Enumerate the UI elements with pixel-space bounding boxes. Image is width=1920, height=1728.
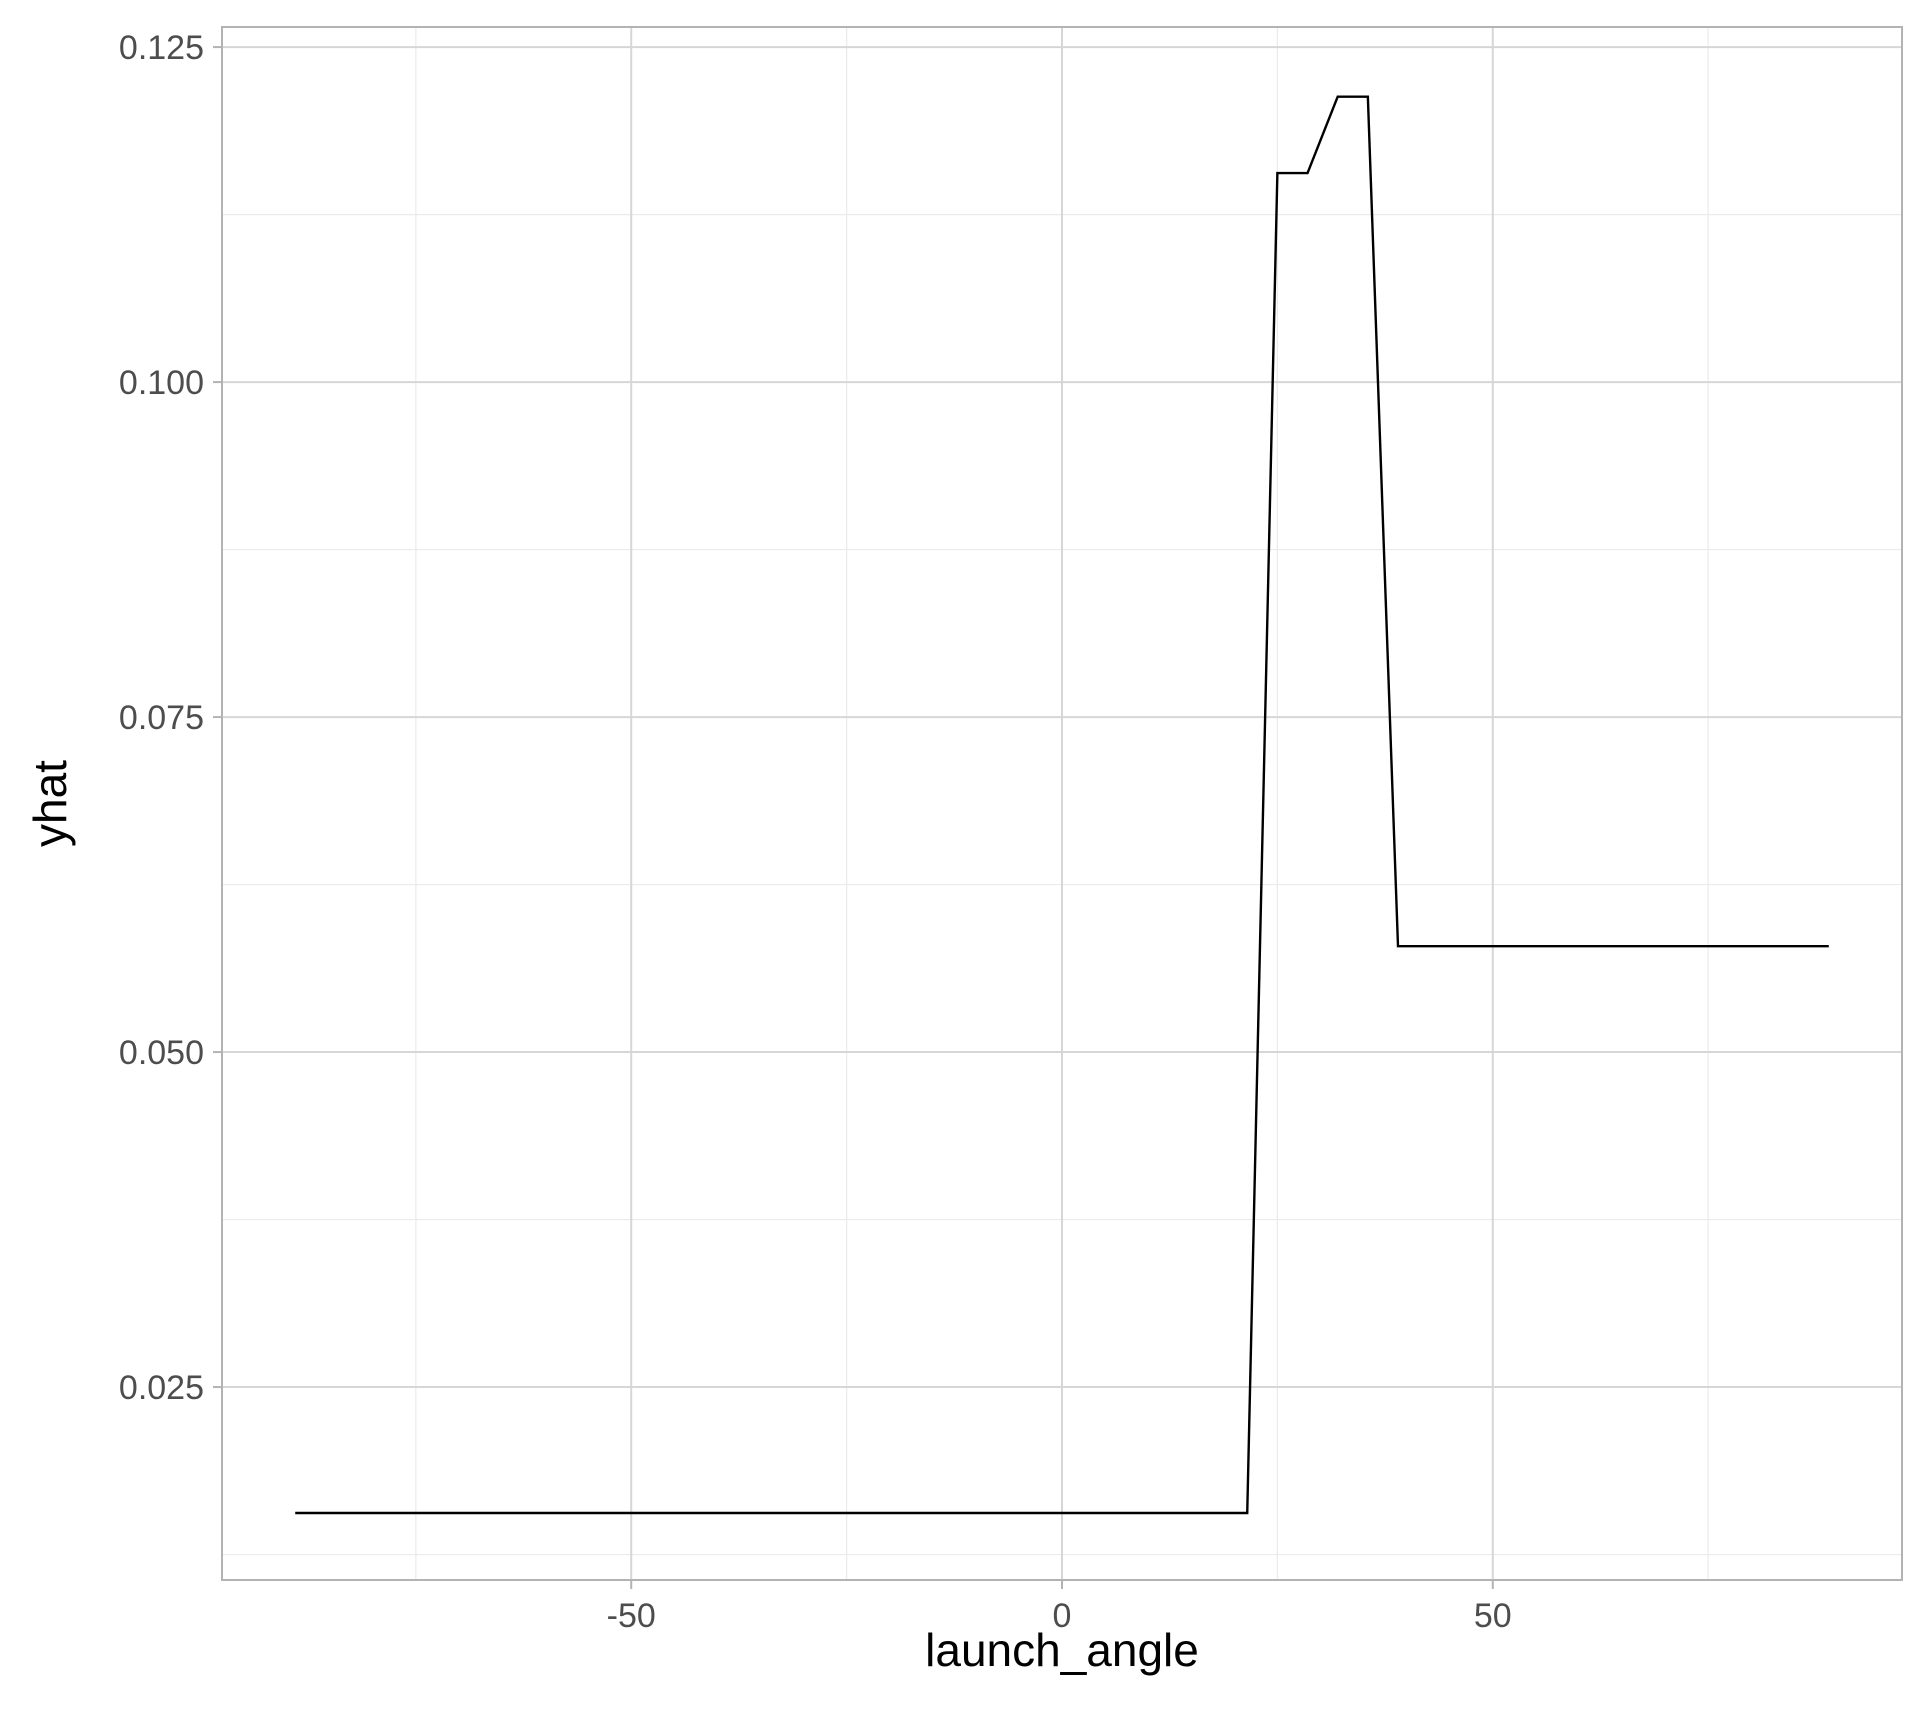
- x-tick-label: -50: [607, 1597, 656, 1635]
- axis-ticks: [213, 46, 1494, 1589]
- major-gridlines: [222, 27, 1902, 1580]
- series-line-1: [295, 95, 1829, 1515]
- tick-labels: -50 0 50 0.025 0.050 0.075 0.100 0.125: [119, 29, 1512, 1635]
- series-layer: [295, 95, 1829, 1515]
- x-tick-label: 0: [1053, 1597, 1072, 1635]
- y-tick-label: 0.025: [119, 1369, 204, 1407]
- x-tick-label: 50: [1474, 1597, 1512, 1635]
- x-axis-title: launch_angle: [925, 1624, 1199, 1676]
- y-tick-label: 0.125: [119, 29, 204, 67]
- y-tick-label: 0.050: [119, 1034, 204, 1072]
- y-tick-label: 0.075: [119, 699, 204, 737]
- y-tick-label: 0.100: [119, 364, 204, 402]
- y-axis-title: yhat: [24, 760, 76, 847]
